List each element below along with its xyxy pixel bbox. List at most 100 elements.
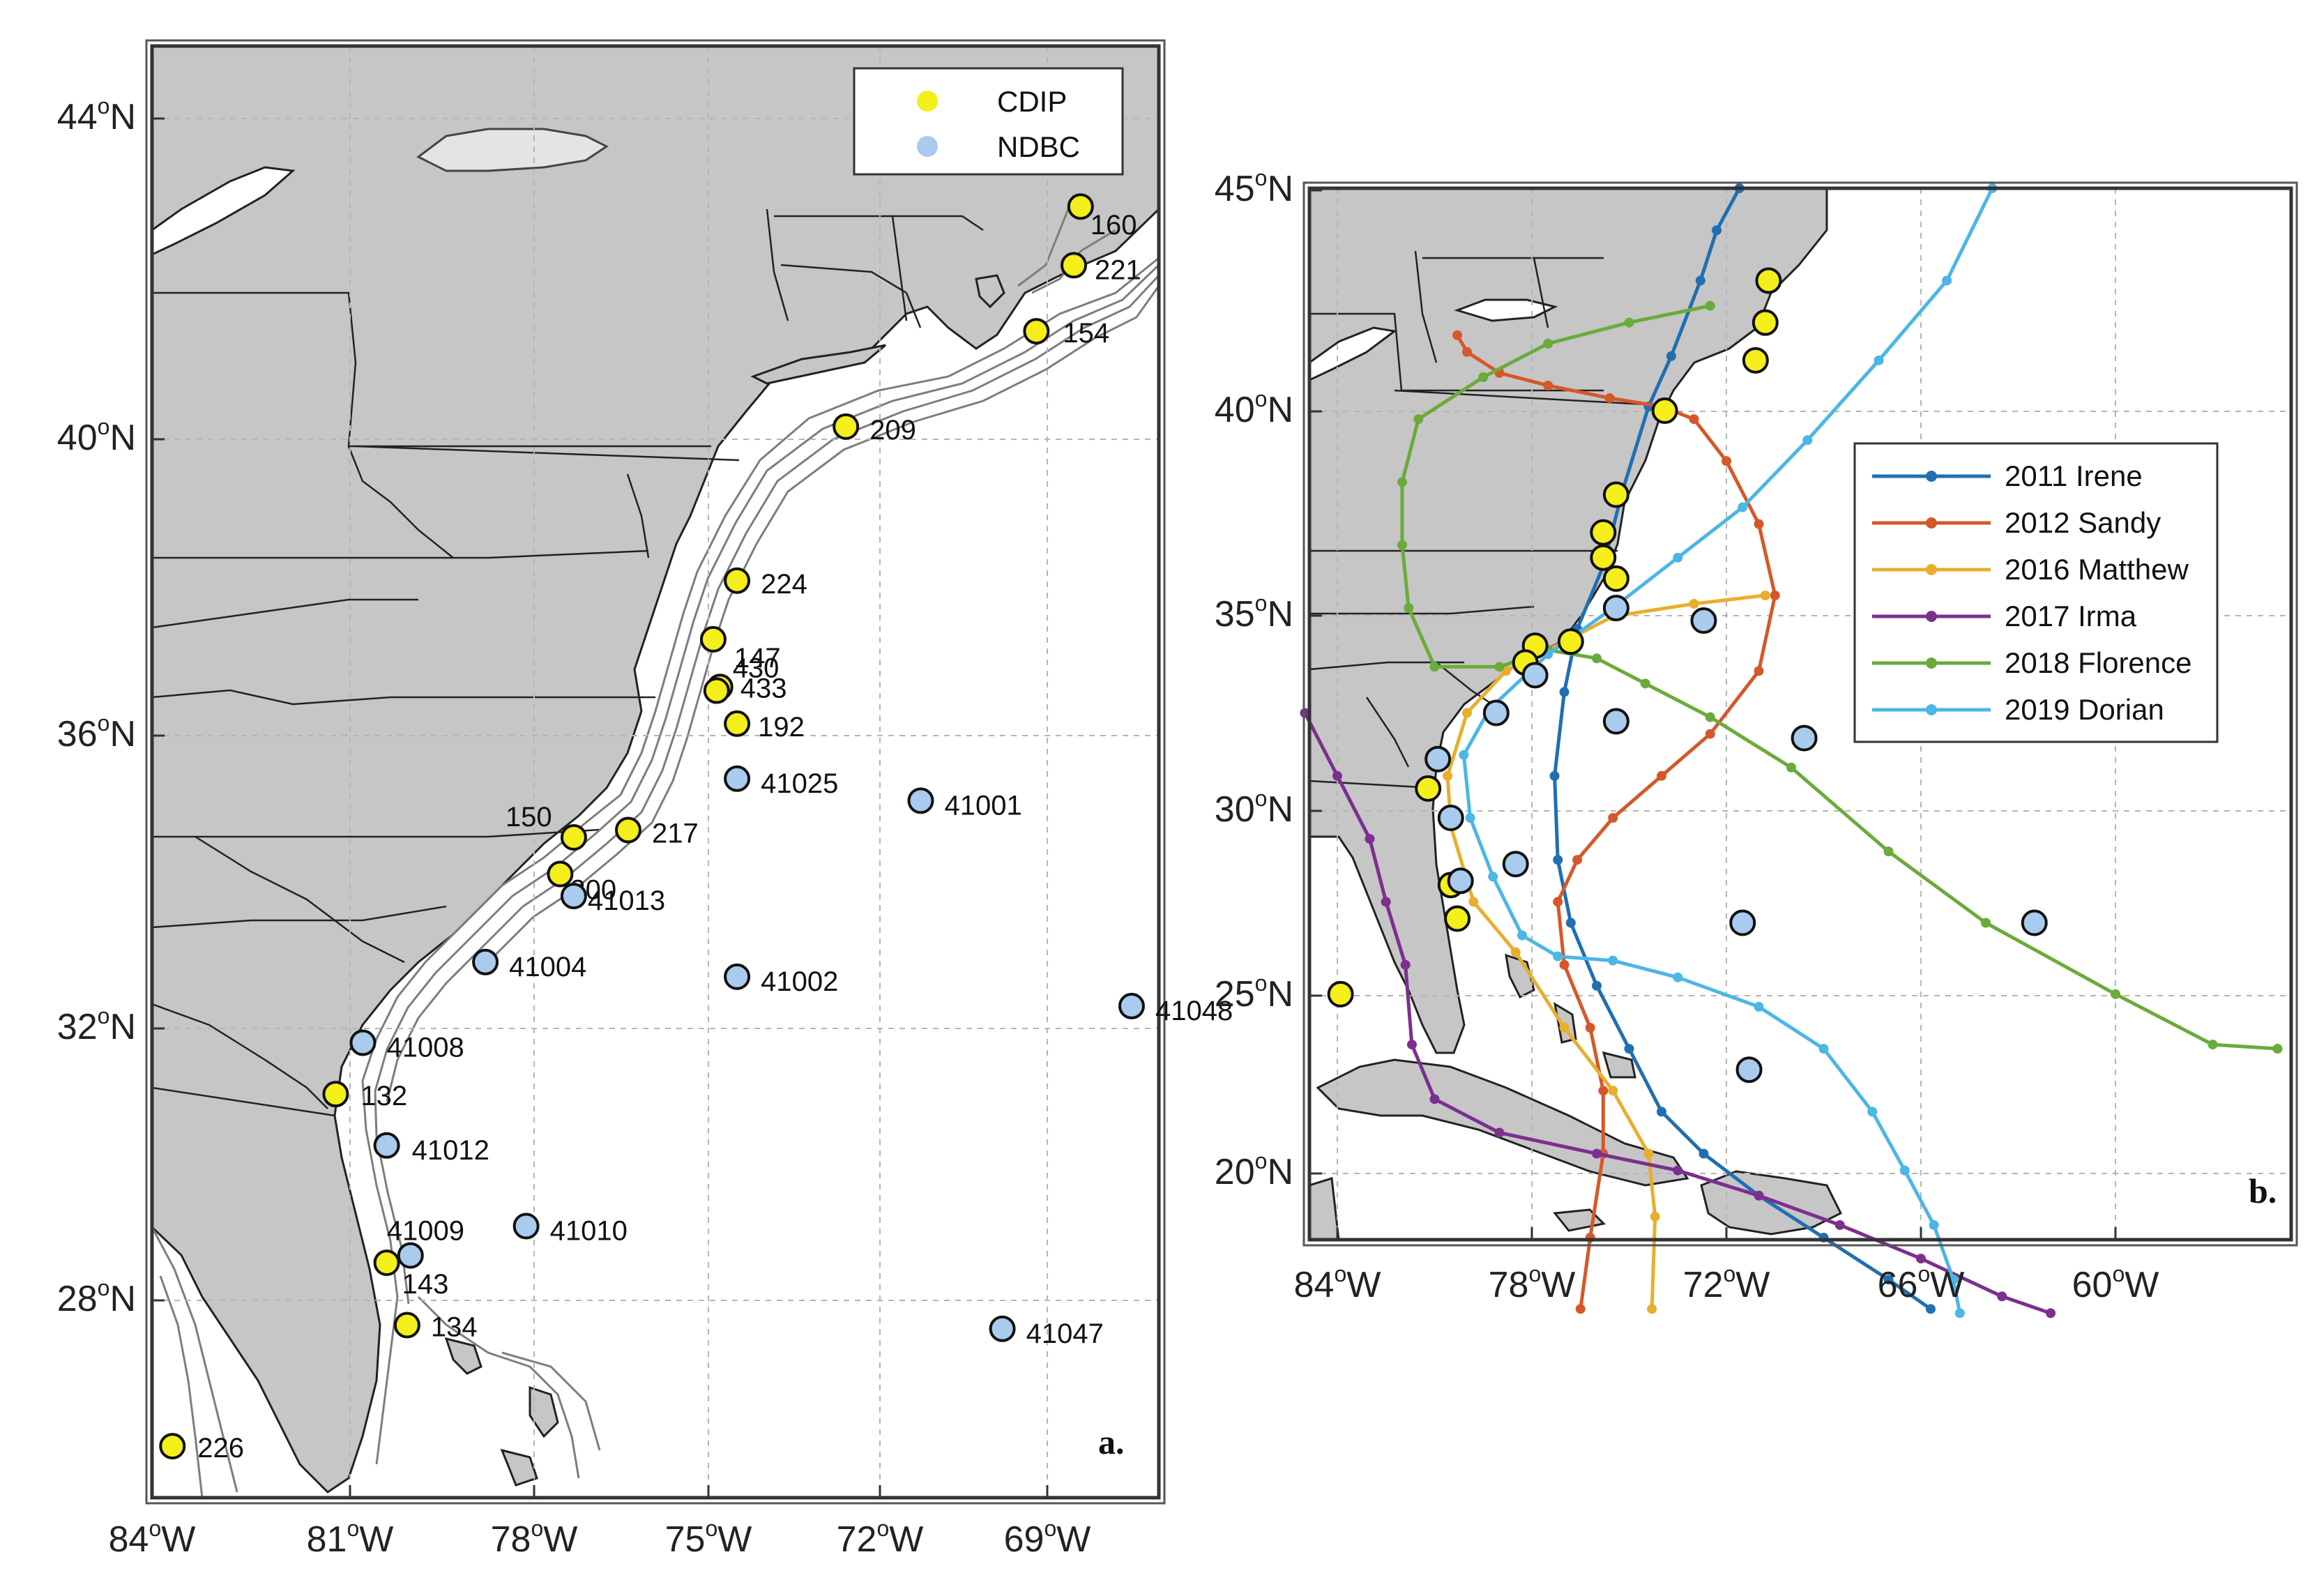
track-point	[1585, 1023, 1595, 1033]
panel-b-legend: 2011 Irene 2012 Sandy 2016 Matthew 2017 Irm…	[1853, 442, 2219, 743]
station-label: 147	[734, 643, 781, 674]
track-point	[1874, 355, 1884, 365]
station-marker	[1755, 267, 1782, 294]
station-marker	[159, 1433, 186, 1460]
station-label: 41010	[550, 1216, 628, 1247]
station-label: 41012	[412, 1135, 489, 1166]
track-point	[1400, 959, 1411, 970]
track-point	[2111, 989, 2120, 999]
station-marker	[1482, 699, 1510, 727]
station-label: 143	[402, 1269, 449, 1300]
track-point	[1465, 813, 1475, 823]
station-label: 150	[506, 802, 552, 833]
station-marker	[1602, 481, 1629, 508]
station-label: 217	[652, 818, 699, 849]
legend-label: 2019 Dorian	[2005, 693, 2164, 726]
track-point	[1673, 1165, 1683, 1176]
panel-b-y-tick-label: 30oN	[1215, 786, 1293, 830]
panel-b-stations	[1327, 267, 2048, 1084]
station-marker	[472, 948, 499, 975]
track-point	[1883, 846, 1894, 857]
station-marker	[1690, 607, 1717, 634]
track-point	[1695, 275, 1705, 286]
legend-marker	[1926, 517, 1937, 529]
station-marker	[724, 567, 751, 594]
track-point	[1883, 1275, 1894, 1285]
panel-a-x-tick-label: 72oW	[837, 1516, 924, 1560]
panel-a-x-tick-label: 78oW	[491, 1516, 578, 1560]
station-marker	[349, 1029, 377, 1056]
legend-ndbc-marker	[917, 136, 938, 157]
track-point	[1468, 897, 1479, 907]
station-marker	[560, 823, 587, 851]
panel-b-y-tick-label: 45oN	[1215, 165, 1293, 209]
track-point	[1899, 1165, 1910, 1176]
track-point	[1786, 762, 1796, 773]
station-marker	[1118, 992, 1145, 1019]
station-marker	[560, 883, 587, 910]
track-point	[1381, 897, 1391, 907]
panel-b-x-tick-label: 84oW	[1294, 1261, 1381, 1305]
station-marker	[1735, 1056, 1763, 1084]
panel-b-frame-outer	[1302, 181, 2298, 1247]
station-marker	[1602, 595, 1629, 621]
track-point	[1517, 930, 1528, 941]
station-marker	[989, 1315, 1016, 1342]
station-label: 154	[1063, 318, 1109, 349]
track-point	[1332, 770, 1342, 781]
legend-label: 2018 Florence	[2005, 646, 2192, 679]
panel-a-grid	[152, 46, 1159, 1498]
track-point	[1494, 1127, 1505, 1138]
station-marker	[724, 963, 751, 990]
panel-b-tick-labels: 84oW 78oW 72oW 66oW 60oW 45oN 40oN 35oN 30oN 25oN…	[1215, 165, 2159, 1305]
track-point	[1673, 552, 1683, 563]
station-marker	[1521, 662, 1549, 689]
panel-b-x-tick-label: 66oW	[1878, 1261, 1965, 1305]
track-line	[1553, 187, 1932, 1311]
station-marker	[1602, 565, 1629, 592]
track-point	[1488, 872, 1498, 882]
track-point	[1722, 456, 1731, 466]
track-point	[1925, 1304, 1936, 1314]
track-point	[1459, 750, 1469, 760]
track-point	[2046, 1308, 2056, 1318]
station-marker	[614, 816, 641, 844]
station-marker	[833, 413, 860, 440]
track-point	[1452, 330, 1463, 340]
state-borders	[152, 208, 984, 1117]
track-point	[1647, 1304, 1657, 1314]
panel-b-x-tick-label: 72oW	[1683, 1261, 1770, 1305]
track-point	[1397, 477, 1407, 487]
station-label: 41001	[945, 790, 1022, 821]
legend-label: 2016 Matthew	[2005, 553, 2189, 586]
panel-a-frame	[150, 44, 1161, 1500]
lake-erie	[152, 166, 296, 256]
track-point	[1478, 372, 1489, 382]
track-point	[1559, 959, 1570, 970]
track-point	[1462, 708, 1472, 718]
legend-marker	[1926, 658, 1937, 669]
station-label: 134	[431, 1312, 478, 1343]
track-point	[1553, 951, 1563, 962]
track-point	[1510, 947, 1521, 957]
lake-ontario	[416, 128, 609, 172]
station-label: 430	[733, 653, 780, 683]
panel-a-y-tick-label: 32oN	[57, 1003, 136, 1047]
track-point	[1916, 1254, 1926, 1264]
track-point	[1494, 662, 1505, 672]
panel-a-y-tick-label: 44oN	[57, 93, 136, 137]
hurricane-track	[1300, 708, 2056, 1318]
panel-b-frame	[1307, 186, 2293, 1242]
station-label: 41025	[761, 768, 838, 799]
panel-b-y-tick-label: 20oN	[1215, 1148, 1293, 1192]
panel-a-legend: CDIP NDBC	[853, 67, 1124, 176]
station-marker	[2021, 909, 2048, 936]
track-point	[1666, 351, 1676, 361]
panel-b-x-tick-label: 60oW	[2072, 1261, 2159, 1305]
station-marker	[1752, 309, 1779, 336]
track-point	[1429, 1094, 1440, 1104]
station-marker	[1651, 397, 1678, 425]
panel-a-x-tick-label: 84oW	[109, 1516, 196, 1560]
track-point	[1705, 301, 1715, 311]
